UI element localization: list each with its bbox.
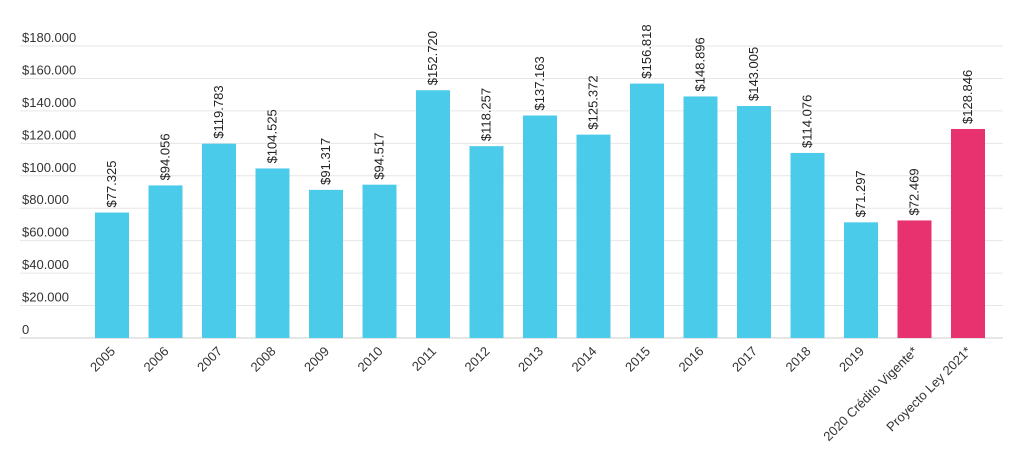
y-tick-label: $80.000 <box>22 192 69 207</box>
bar <box>576 134 611 338</box>
grid-layer <box>20 45 1003 339</box>
y-tick-label: $20.000 <box>22 290 69 305</box>
bar <box>362 184 397 338</box>
y-tick-label: 0 <box>22 322 29 337</box>
x-category-label: 2014 <box>569 344 600 375</box>
bar-value-label: $156.818 <box>639 24 654 78</box>
bar-value-label: $94.056 <box>158 133 173 180</box>
x-category-label: 2020 Crédito Vigente* <box>820 344 920 444</box>
bar <box>95 212 129 338</box>
bar <box>737 106 771 338</box>
x-category-label: 2012 <box>462 344 493 375</box>
bar <box>951 128 985 338</box>
y-tick-label: $180.000 <box>22 30 76 45</box>
bar <box>897 220 932 338</box>
y-tick-label: $60.000 <box>22 225 69 240</box>
y-axis-tick-labels: 0 $20.000 $40.000 $60.000 $80.000 $100.000 $12… <box>22 30 76 337</box>
y-tick-label: $140.000 <box>22 95 76 110</box>
bar-value-label: $119.783 <box>211 85 226 138</box>
y-tick-label: $160.000 <box>22 62 76 77</box>
y-tick-label: $120.000 <box>22 127 76 142</box>
x-axis-tick-labels: 2005 2006 2007 2008 2009 2010 2011 2012 2013 2014… <box>87 344 974 444</box>
x-category-label: 2017 <box>729 344 760 375</box>
bar-value-label: $91.317 <box>318 138 333 185</box>
bar <box>148 185 183 338</box>
x-category-label: 2019 <box>836 344 867 375</box>
x-category-label: 2011 <box>409 344 439 374</box>
bar-value-label: $114.076 <box>800 95 815 148</box>
bar-value-label: $143.005 <box>746 47 761 101</box>
x-category-label: 2006 <box>141 344 172 375</box>
x-category-label: 2007 <box>194 344 225 375</box>
x-category-label: 2005 <box>87 344 118 375</box>
bar-value-label: $148.896 <box>693 37 708 91</box>
bar <box>309 189 343 338</box>
bar-value-label: $72.469 <box>907 168 922 215</box>
bar <box>683 96 718 338</box>
bar-value-label: $94.517 <box>372 133 387 180</box>
bar-value-label: $118.257 <box>479 88 494 141</box>
bar <box>255 168 290 338</box>
bar-value-label: $137.163 <box>532 56 547 110</box>
x-category-label: 2008 <box>248 344 279 375</box>
bar-value-label: $152.720 <box>425 31 440 85</box>
x-category-label: 2018 <box>783 344 814 375</box>
x-category-label: 2016 <box>676 344 707 375</box>
data-labels: $77.325 $94.056 $119.783 $104.525 $91.317 $94… <box>104 24 975 217</box>
y-tick-label: $100.000 <box>22 160 76 175</box>
bar <box>790 152 825 338</box>
bar <box>523 115 557 338</box>
x-category-label: 2009 <box>301 344 332 375</box>
x-category-label: 2013 <box>515 344 546 375</box>
y-tick-label: $40.000 <box>22 257 69 272</box>
bar-value-label: $104.525 <box>265 109 280 163</box>
bar-value-label: $77.325 <box>104 161 119 208</box>
bar-value-label: $125.372 <box>586 75 601 129</box>
bars <box>95 83 985 339</box>
x-category-label: 2010 <box>355 344 386 375</box>
bar-value-label: $128.846 <box>960 70 975 124</box>
bar <box>469 146 504 338</box>
bar <box>844 222 878 338</box>
bar <box>630 83 664 338</box>
bar-value-label: $71.297 <box>853 170 868 217</box>
x-category-label: 2015 <box>622 344 653 375</box>
bar <box>202 143 236 338</box>
bar <box>416 90 450 339</box>
